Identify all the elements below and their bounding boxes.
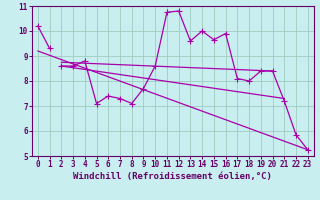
X-axis label: Windchill (Refroidissement éolien,°C): Windchill (Refroidissement éolien,°C) — [73, 172, 272, 181]
